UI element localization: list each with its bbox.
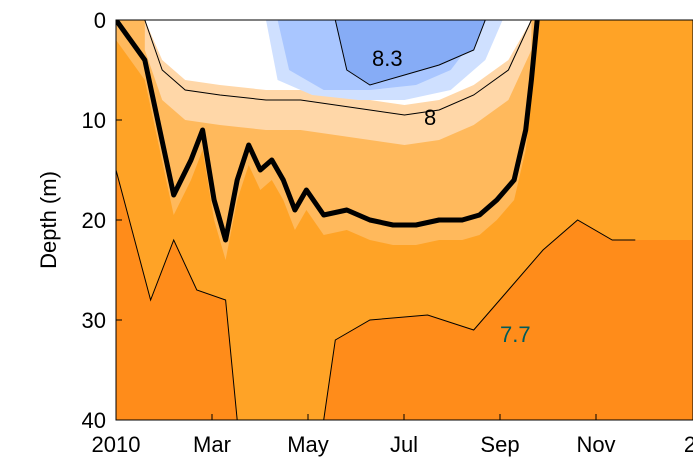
x-tick-label: 2010 [92,432,141,457]
y-axis: 0 10 20 30 40 [82,8,122,433]
band-blue [335,20,486,85]
y-tick-label: 10 [82,108,106,133]
x-tick-label: Jul [390,432,418,457]
y-tick-label: 20 [82,208,106,233]
contour-7-7-line [116,169,636,420]
x-tick-label: 2 [684,432,693,457]
x-axis: 2010 Mar May Jul Sep Nov 2 [92,414,693,457]
contour-label-8-3: 8.3 [372,46,403,71]
contour-8-line [144,20,532,116]
x-tick-label: Sep [480,432,519,457]
x-tick-label: Mar [193,432,231,457]
y-tick-label: 30 [82,308,106,333]
x-tick-label: May [287,432,329,457]
contour-label-7-7: 7.7 [500,322,531,347]
y-tick-label: 40 [82,408,106,433]
plot-area [116,20,693,420]
bold-contour-line [116,20,540,243]
y-axis-title: Depth (m) [36,171,61,269]
x-tick-label: Nov [576,432,615,457]
y-tick-label: 0 [94,8,106,33]
contour-8-3-line [334,20,486,86]
contour-label-8: 8 [424,105,436,130]
